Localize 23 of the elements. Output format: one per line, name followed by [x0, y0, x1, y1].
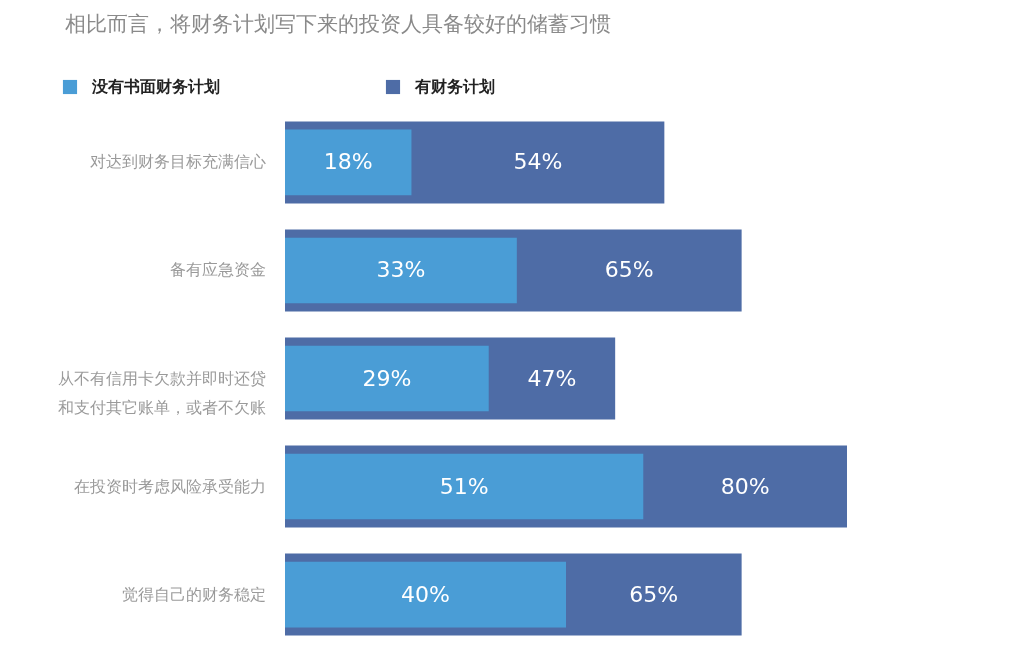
bar — [285, 345, 489, 412]
chart-title: 相比而言，将财务计划写下来的投资人具备较好的储蓄习惯 — [65, 12, 611, 36]
data-label: 54% — [513, 149, 563, 175]
y-tick-label: 觉得自己的财务稳定 — [121, 584, 266, 604]
bar — [285, 237, 517, 304]
data-label: 51% — [439, 473, 489, 499]
data-label: 33% — [376, 257, 426, 283]
bar — [285, 453, 644, 520]
y-tick-label: 对达到财务目标充满信心 — [89, 152, 266, 172]
bar — [285, 561, 566, 628]
data-label: 65% — [604, 257, 654, 283]
y-tick-label: 从不有信用卡欠款并即时还贷和支付其它账单，或者不欠账 — [57, 368, 266, 417]
legend-label: 有财务计划 — [414, 77, 495, 96]
data-label: 18% — [323, 149, 373, 175]
data-label: 40% — [401, 581, 450, 607]
data-label: 47% — [527, 365, 577, 391]
bar — [285, 129, 412, 196]
data-label: 65% — [629, 581, 679, 607]
y-tick-label: 备有应急资金 — [169, 260, 266, 280]
legend-label: 没有书面财务计划 — [91, 77, 220, 96]
y-tick-label: 在投资时考虑风险承受能力 — [73, 476, 266, 496]
data-label: 29% — [362, 365, 412, 391]
data-label: 80% — [720, 473, 770, 499]
